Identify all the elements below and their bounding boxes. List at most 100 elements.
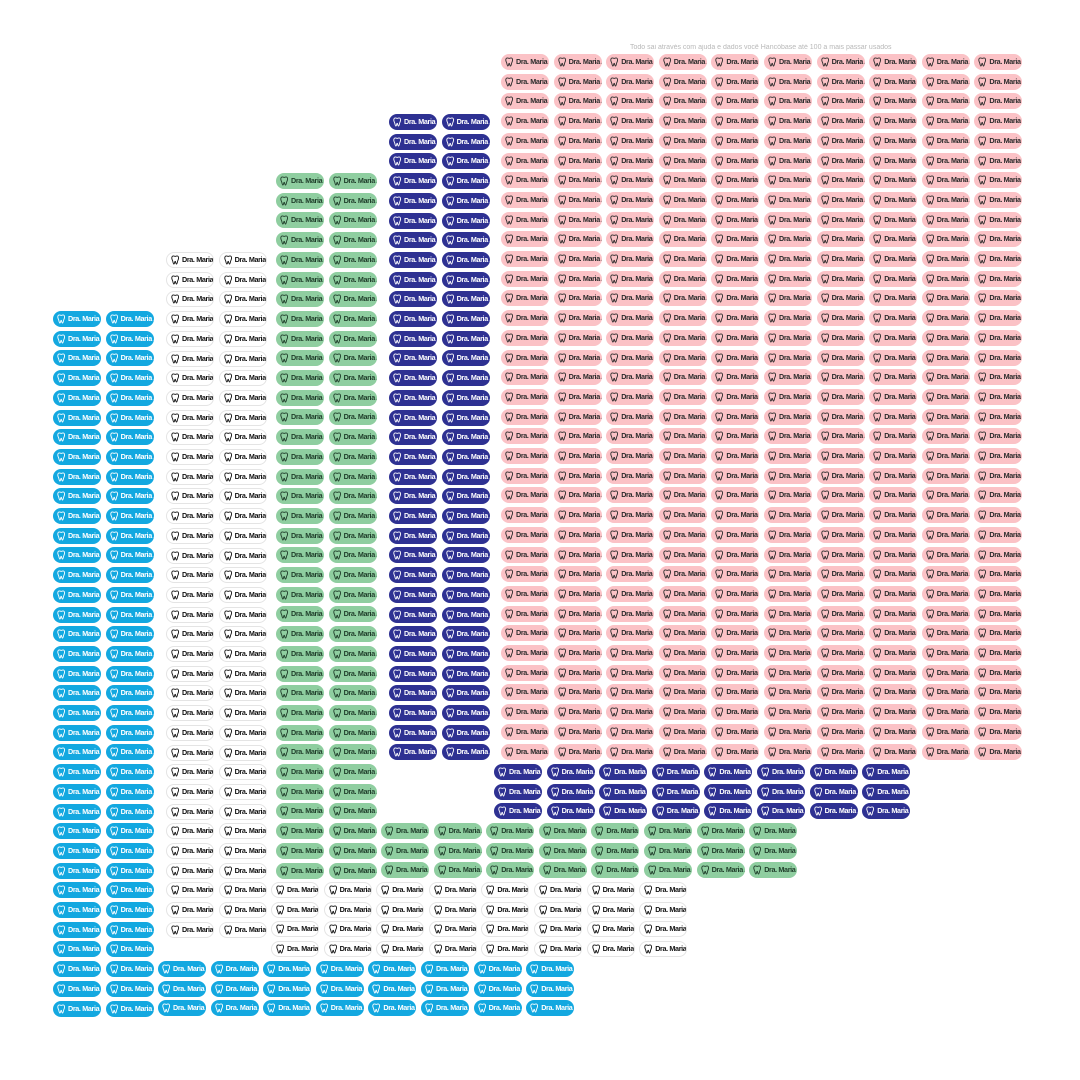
tooth-icon bbox=[978, 136, 987, 146]
name-label: Dra. Maria Alice bbox=[53, 409, 101, 426]
tooth-icon bbox=[57, 531, 66, 541]
label-text: Dra. Maria Alice bbox=[621, 431, 654, 441]
name-label: Dra. Maria Alice bbox=[501, 172, 549, 189]
name-label: Dra. Maria Alice bbox=[869, 369, 918, 386]
label-text: Dra. Maria Alice bbox=[516, 194, 549, 204]
label-text: Dra. Maria Alice bbox=[68, 905, 101, 914]
name-label: Dra. Maria Alice bbox=[658, 566, 707, 583]
label-text: Dra. Maria Alice bbox=[673, 549, 707, 559]
label-text: Dra. Maria Alice bbox=[779, 332, 812, 342]
tooth-icon bbox=[820, 746, 829, 757]
tooth-icon bbox=[978, 313, 987, 323]
label-text: Dra. Maria Alice bbox=[516, 411, 549, 421]
name-label: Dra. Maria Alice bbox=[501, 152, 549, 169]
tooth-icon bbox=[663, 234, 671, 244]
label-text: Dra. Maria Alice bbox=[831, 648, 865, 657]
name-label: Dra. Maria Alice bbox=[816, 684, 865, 701]
tooth-icon bbox=[393, 137, 402, 147]
tooth-icon bbox=[57, 609, 66, 620]
label-text: Dra. Maria Alice bbox=[779, 155, 812, 165]
name-label: Dra. Maria Alice bbox=[764, 73, 812, 90]
tooth-icon bbox=[715, 372, 724, 382]
label-text: Dra. Maria Alice bbox=[673, 588, 707, 598]
name-label: Dra. Maria Alice bbox=[526, 961, 575, 977]
name-label: Dra. Maria Alice bbox=[816, 251, 865, 267]
name-label: Dra. Maria Alice bbox=[105, 783, 154, 800]
label-text: Dra. Maria Alice bbox=[120, 845, 154, 855]
tooth-icon bbox=[505, 372, 514, 382]
name-label: Dra. Maria Alice bbox=[105, 606, 154, 623]
label-text: Dra. Maria Alice bbox=[621, 332, 654, 342]
label-text: Dra. Maria Alice bbox=[884, 608, 917, 618]
tooth-icon bbox=[768, 175, 777, 185]
label-text: Dra. Maria Alice bbox=[726, 648, 759, 657]
name-label: Dra. Maria Alice bbox=[921, 428, 970, 445]
tooth-icon bbox=[715, 510, 724, 520]
name-label: Dra. Maria Alice bbox=[764, 152, 812, 169]
name-label: Dra. Maria Alice bbox=[105, 941, 154, 958]
label-text: Dra. Maria Alice bbox=[936, 510, 970, 520]
label-text: Dra. Maria Alice bbox=[989, 372, 1022, 382]
label-text: Dra. Maria Alice bbox=[621, 451, 654, 460]
name-label: Dra. Maria Alice bbox=[105, 311, 154, 327]
label-text: Dra. Maria Alice bbox=[516, 96, 549, 106]
tooth-icon bbox=[873, 333, 882, 343]
tooth-icon bbox=[768, 609, 777, 619]
tooth-icon bbox=[57, 747, 66, 757]
name-label: Dra. Maria Alice bbox=[606, 152, 655, 169]
tooth-icon bbox=[715, 333, 724, 343]
tooth-icon bbox=[610, 510, 619, 520]
tooth-icon bbox=[610, 707, 619, 717]
label-text: Dra. Maria Alice bbox=[884, 746, 917, 756]
tooth-icon bbox=[445, 196, 454, 206]
name-label: Dra. Maria Alice bbox=[501, 507, 549, 524]
name-label: Dra. Maria Alice bbox=[764, 310, 812, 327]
label-text: Dra. Maria Alice bbox=[621, 313, 654, 323]
tooth-icon bbox=[557, 746, 566, 757]
tooth-icon bbox=[768, 451, 777, 461]
tooth-icon bbox=[663, 333, 671, 343]
tooth-icon bbox=[557, 136, 566, 146]
name-label: Dra. Maria Alice bbox=[764, 290, 812, 307]
label-text: Dra. Maria Alice bbox=[120, 688, 154, 698]
tooth-icon bbox=[715, 727, 724, 737]
tooth-icon bbox=[57, 373, 66, 383]
name-label: Dra. Maria Alice bbox=[869, 54, 918, 70]
name-label: Dra. Maria Alice bbox=[553, 54, 602, 70]
tooth-icon bbox=[715, 313, 724, 323]
name-label: Dra. Maria Alice bbox=[974, 54, 1023, 70]
tooth-icon bbox=[505, 510, 514, 520]
name-label: Dra. Maria Alice bbox=[869, 546, 918, 563]
name-label: Dra. Maria Alice bbox=[869, 664, 918, 681]
tooth-icon bbox=[715, 195, 724, 205]
label-text: Dra. Maria Alice bbox=[404, 195, 437, 205]
tooth-icon bbox=[820, 293, 829, 303]
label-text: Dra. Maria Alice bbox=[673, 569, 707, 579]
name-label: Dra. Maria Alice bbox=[869, 191, 918, 208]
tooth-icon bbox=[978, 234, 987, 244]
label-text: Dra. Maria Alice bbox=[726, 293, 759, 303]
name-label: Dra. Maria Alice bbox=[658, 585, 707, 602]
tooth-icon bbox=[873, 510, 882, 520]
label-text: Dra. Maria Alice bbox=[726, 254, 759, 263]
tooth-icon bbox=[873, 530, 882, 540]
tooth-icon bbox=[557, 707, 566, 717]
name-label: Dra. Maria Alice bbox=[921, 369, 970, 386]
tooth-icon bbox=[978, 195, 987, 205]
label-text: Dra. Maria Alice bbox=[884, 549, 917, 559]
name-label: Dra. Maria Alice bbox=[105, 409, 154, 426]
name-label: Dra. Maria Alice bbox=[658, 73, 707, 90]
name-label: Dra. Maria Alice bbox=[105, 764, 154, 781]
tooth-icon bbox=[109, 925, 118, 935]
tooth-icon bbox=[873, 234, 882, 244]
label-text: Dra. Maria Alice bbox=[568, 569, 602, 579]
tooth-icon bbox=[926, 727, 934, 737]
label-text: Dra. Maria Alice bbox=[568, 372, 602, 382]
label-text: Dra. Maria Alice bbox=[516, 726, 549, 736]
tooth-icon bbox=[109, 531, 118, 541]
name-label: Dra. Maria Alice bbox=[869, 428, 918, 445]
name-label: Dra. Maria Alice bbox=[921, 645, 970, 661]
label-text: Dra. Maria Alice bbox=[884, 194, 917, 204]
tooth-icon bbox=[663, 313, 671, 323]
tooth-icon bbox=[663, 471, 671, 481]
